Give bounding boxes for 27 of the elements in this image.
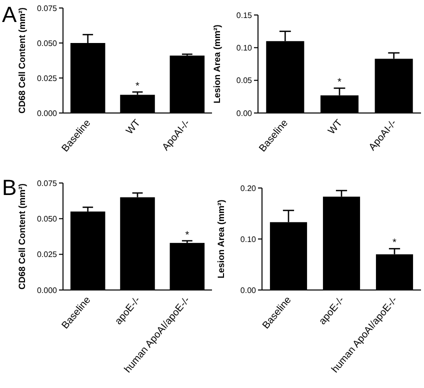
x-tick-label: WT <box>326 118 345 137</box>
y-tick-label: 0.05 <box>236 76 253 86</box>
y-tick-label: 0.10 <box>236 43 253 52</box>
x-tick-label: WT <box>124 118 143 137</box>
y-axis-title: CD68 Cell Content (mm²) <box>17 7 27 114</box>
y-tick-label: 0.000 <box>36 108 58 118</box>
y-tick-label: 0.10 <box>240 234 257 244</box>
y-tick-label: 0.050 <box>36 214 58 224</box>
text: A <box>2 2 17 27</box>
y-tick-label: 0.00 <box>236 108 253 118</box>
y-tick-label: 0.050 <box>36 38 58 48</box>
y-axis-title: Lesion Area (mm²) <box>212 24 222 104</box>
annotation: * <box>392 238 397 249</box>
y-tick-label: 0.000 <box>36 286 58 295</box>
y-tick-label: 0.075 <box>36 178 58 188</box>
y-tick-label: 0.025 <box>36 250 58 260</box>
y-axis-title: Lesion Area (mm²) <box>216 200 226 278</box>
y-tick-label: 0.15 <box>236 10 253 20</box>
y-tick-label: 0.20 <box>240 184 257 193</box>
annotation: * <box>136 81 140 92</box>
annotation: * <box>185 230 190 241</box>
y-axis-title: CD68 Cell Content (mm²) <box>17 183 27 290</box>
annotation: * <box>338 77 342 88</box>
y-tick-label: 0.025 <box>36 74 58 83</box>
text: B <box>2 175 17 200</box>
y-tick-label: 0.00 <box>240 286 257 295</box>
y-tick-label: 0.075 <box>36 4 58 13</box>
